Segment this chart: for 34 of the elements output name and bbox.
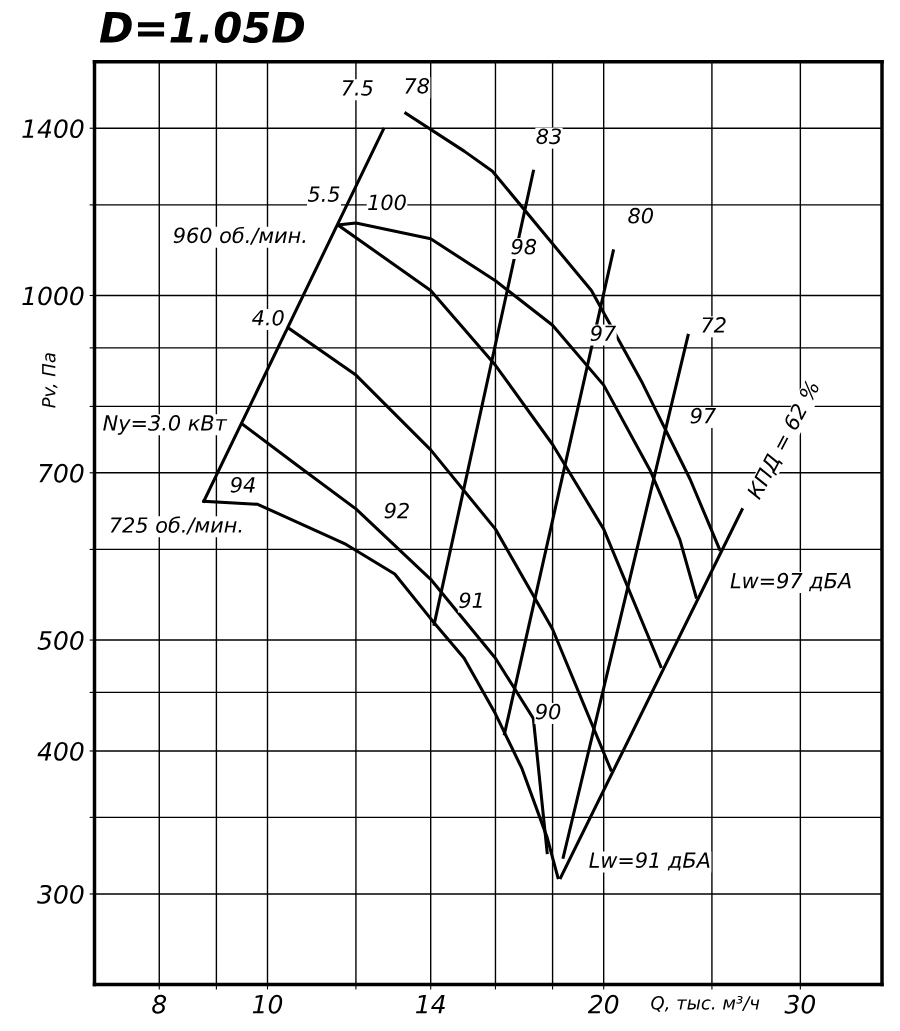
y-tick-label: 1400 xyxy=(22,119,84,139)
annotation: Ny=3.0 кВт xyxy=(103,415,228,435)
annotation: 92 xyxy=(384,502,409,519)
annotation: 91 xyxy=(459,592,482,609)
y-axis-title: Pv, Па xyxy=(42,353,58,408)
annotation: 78 xyxy=(405,77,430,94)
annotation: 97 xyxy=(590,325,617,342)
annotation: 100 xyxy=(368,194,406,211)
x-tick-label: 14 xyxy=(416,995,445,1014)
y-tick-label: 1000 xyxy=(22,286,84,306)
annotation: 80 xyxy=(628,207,654,224)
x-tick-label: 30 xyxy=(784,994,815,1014)
chart-title: D=1.05D xyxy=(99,11,305,44)
y-tick-label: 300 xyxy=(37,884,84,904)
annotation: 960 об./мин. xyxy=(173,226,306,245)
annotation: 725 об./мин. xyxy=(110,516,242,535)
x-tick-label: 20 xyxy=(587,994,619,1014)
annotation: Lw=97 дБА xyxy=(730,572,851,592)
annotation: 90 xyxy=(535,703,561,720)
annotation: Lw=91 дБА xyxy=(589,852,710,871)
x-tick-label: 10 xyxy=(252,994,283,1014)
y-tick-label: 500 xyxy=(37,630,84,650)
annotation: 72 xyxy=(702,317,726,333)
annotation: 4.0 xyxy=(252,309,284,326)
y-tick-label: 400 xyxy=(37,741,84,761)
annotation: 97 xyxy=(690,407,716,424)
annotation: 7.5 xyxy=(342,80,373,96)
annotation: 94 xyxy=(230,476,255,493)
y-tick-label: 700 xyxy=(39,463,84,483)
x-tick-label: 8 xyxy=(152,994,167,1014)
x-axis-title: Q, тыс. м³/ч xyxy=(651,996,760,1012)
annotation: 98 xyxy=(511,238,537,255)
annotation: 5.5 xyxy=(307,186,340,202)
annotation: 83 xyxy=(536,128,561,145)
